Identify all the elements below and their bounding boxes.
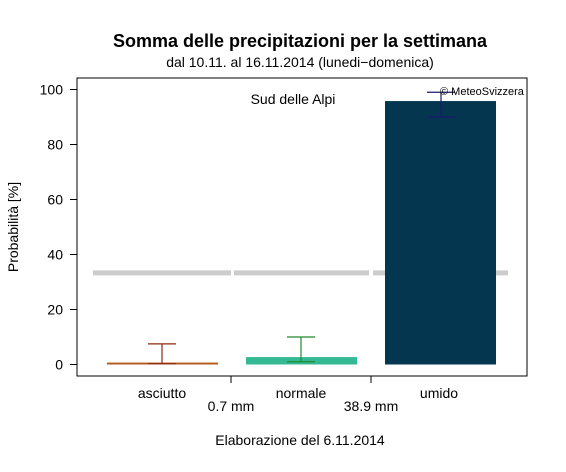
- copyright-text: © MeteoSvizzera: [440, 86, 525, 98]
- x-axis: asciutto normale umido 0.7 mm 38.9 mm: [138, 376, 458, 414]
- y-tick-label: 80: [47, 137, 63, 153]
- y-tick-label: 100: [40, 82, 64, 98]
- error-bar-normale: [287, 336, 315, 363]
- plot-frame: [76, 77, 528, 377]
- bars-layer: [107, 101, 496, 365]
- y-axis-label: Probabilità [%]: [5, 182, 21, 272]
- category-label-normale: normale: [276, 385, 327, 401]
- y-tick-label: 40: [47, 247, 63, 263]
- threshold-label: 38.9 mm: [344, 398, 398, 414]
- y-tick-label: 0: [55, 357, 63, 373]
- y-axis: 0 20 40 60 80 100: [40, 82, 77, 373]
- chart-title: Somma delle precipitazioni per la settim…: [113, 31, 488, 51]
- error-bar-umido: [427, 91, 455, 118]
- category-label-umido: umido: [420, 385, 458, 401]
- region-label: Sud delle Alpi: [251, 91, 336, 107]
- y-tick-label: 60: [47, 192, 63, 208]
- error-bar-asciutto: [148, 343, 176, 365]
- chart-subtitle: dal 10.11. al 16.11.2014 (lunedi−domenic…: [166, 54, 434, 70]
- errors-layer: [148, 91, 455, 365]
- caption: Elaborazione del 6.11.2014: [215, 432, 385, 448]
- threshold-label: 0.7 mm: [208, 398, 255, 414]
- category-label-asciutto: asciutto: [138, 385, 186, 401]
- y-tick-label: 20: [47, 302, 63, 318]
- bar-umido: [385, 101, 496, 365]
